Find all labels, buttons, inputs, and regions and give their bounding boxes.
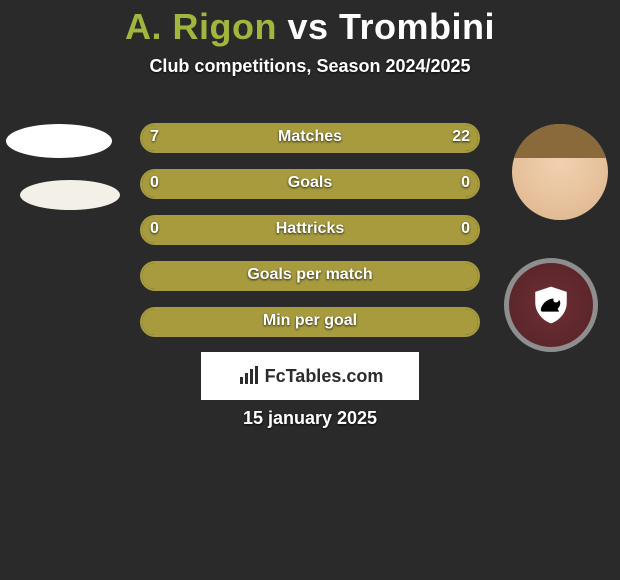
bar-value-left: 0 xyxy=(140,169,169,199)
stats-area: Matches722Goals00Hattricks00Goals per ma… xyxy=(0,118,620,358)
player1-name: A. Rigon xyxy=(125,6,277,47)
player2-avatar-hair xyxy=(512,124,608,158)
title-vs: vs xyxy=(287,6,328,47)
bar-label: Goals xyxy=(140,169,480,199)
player1-club-logo xyxy=(20,180,120,210)
stat-row: Matches7 22 xyxy=(140,123,480,153)
player2-name: Trombini xyxy=(339,6,495,47)
stat-row: Goals0 0 xyxy=(140,169,480,199)
bar-value-right: 22 xyxy=(442,123,480,153)
player1-avatar xyxy=(6,124,112,158)
stat-row: Goals per match xyxy=(140,261,480,291)
date-line: 15 january 2025 xyxy=(0,408,620,429)
player2-avatar xyxy=(512,124,608,220)
comparison-card: A. Rigon vs Trombini Club competitions, … xyxy=(0,0,620,580)
bar-label: Min per goal xyxy=(140,307,480,337)
bar-value-left: 0 xyxy=(140,215,169,245)
brand-box: FcTables.com xyxy=(201,352,419,400)
bar-label: Hattricks xyxy=(140,215,480,245)
bar-chart-icon xyxy=(237,364,261,388)
page-title: A. Rigon vs Trombini xyxy=(0,0,620,48)
bar-label: Matches xyxy=(140,123,480,153)
bar-value-right: 0 xyxy=(451,169,480,199)
subtitle: Club competitions, Season 2024/2025 xyxy=(0,56,620,77)
stat-row: Hattricks0 0 xyxy=(140,215,480,245)
shield-icon xyxy=(530,284,572,326)
stat-row: Min per goal xyxy=(140,307,480,337)
bar-value-right: 0 xyxy=(451,215,480,245)
bar-value-left: 7 xyxy=(140,123,169,153)
player2-club-logo xyxy=(504,258,598,352)
brand-text: FcTables.com xyxy=(265,366,384,387)
bar-label: Goals per match xyxy=(140,261,480,291)
